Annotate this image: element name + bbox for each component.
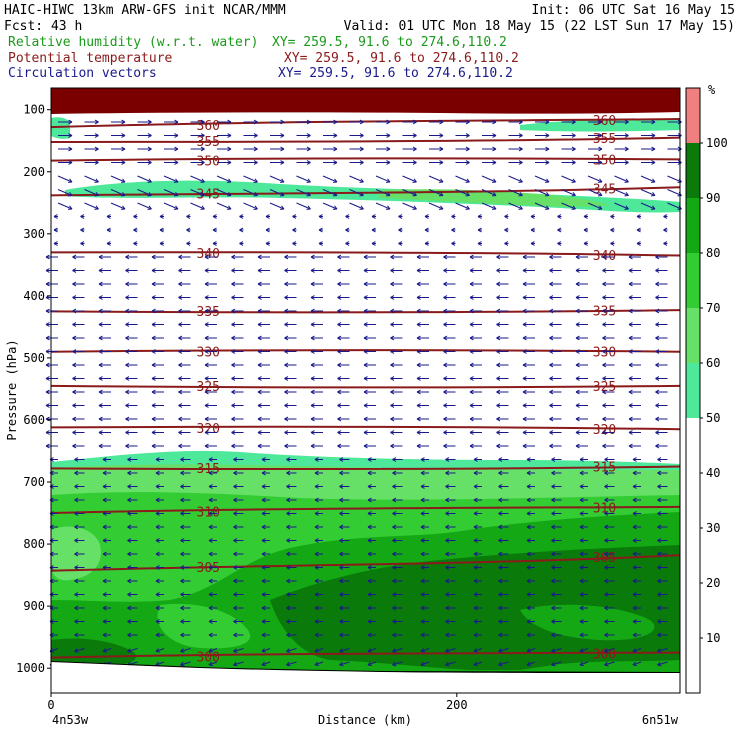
colorbar-tick-label: 80: [706, 246, 720, 260]
theta-contour-label: 360: [197, 119, 220, 134]
theta-contour-label: 350: [593, 154, 616, 169]
colorbar-tick-label: 100: [706, 136, 728, 150]
top-band: [51, 88, 680, 114]
x-axis: 0 200: [47, 693, 467, 712]
y-tick-label: 1000: [16, 661, 45, 675]
y-axis-title: Pressure (hPa): [5, 339, 19, 440]
colorbar-swatch: [686, 198, 700, 253]
rh-field-label: Relative humidity (w.r.t. water): [8, 35, 258, 50]
theta-contour-label: 345: [593, 182, 616, 197]
rh-xy-label: XY= 259.5, 91.6 to 274.6,110.2: [272, 35, 507, 50]
forecast-hour: Fcst: 43 h: [4, 19, 82, 34]
colorbar-tick-label: 50: [706, 411, 720, 425]
vector-field-label: Circulation vectors: [8, 66, 157, 81]
theta-contour-label: 325: [197, 380, 220, 395]
theta-contour-label: 320: [593, 423, 616, 438]
colorbar-swatch: [686, 308, 700, 363]
y-tick-label: 500: [23, 351, 45, 365]
theta-contour-label: 355: [593, 132, 616, 147]
theta-contour-label: 330: [593, 346, 616, 361]
left-endpoint-label: 4n53w: [52, 713, 89, 727]
x-tick-label: 200: [446, 698, 468, 712]
x-axis-title: Distance (km): [318, 713, 412, 727]
y-tick-label: 200: [23, 165, 45, 179]
theta-field-label: Potential temperature: [8, 51, 173, 66]
colorbar-tick-label: 60: [706, 356, 720, 370]
theta-contour-label: 305: [593, 551, 616, 566]
colorbar-swatch: [686, 253, 700, 308]
theta-contour-label: 355: [197, 135, 220, 150]
valid-time: Valid: 01 UTC Mon 18 May 15 (22 LST Sun …: [344, 19, 735, 34]
colorbar: % 10 20 30 40 50 60 70 80 90 100: [686, 83, 728, 693]
colorbar-tick-label: 90: [706, 191, 720, 205]
colorbar-unit: %: [708, 83, 716, 97]
x-tick-label: 0: [47, 698, 54, 712]
colorbar-tick-label: 30: [706, 521, 720, 535]
plot-area: 300 300305305310 310315 315320 320325 325330 3…: [46, 88, 682, 693]
theta-xy-label: XY= 259.5, 91.6 to 274.6,110.2: [284, 51, 519, 66]
y-tick-label: 800: [23, 537, 45, 551]
theta-contour-label: 345: [197, 187, 220, 202]
vector-xy-label: XY= 259.5, 91.6 to 274.6,110.2: [278, 66, 513, 81]
colorbar-tick-label: 10: [706, 631, 720, 645]
colorbar-swatch: [686, 143, 700, 198]
colorbar-tick-label: 40: [706, 466, 720, 480]
init-time: Init: 06 UTC Sat 16 May 15: [532, 3, 736, 18]
title-line-left: HAIC-HIWC 13km ARW-GFS init NCAR/MMM: [4, 3, 286, 18]
right-endpoint-label: 6n51w: [642, 713, 679, 727]
theta-contour-label: 360: [593, 114, 616, 129]
theta-contour-label: 310: [593, 502, 616, 517]
y-axis: 100 200 300 400 500 600 700 800 900 1000: [16, 103, 51, 675]
theta-contour-label: 305: [197, 561, 220, 576]
colorbar-swatch: [686, 88, 700, 143]
colorbar-tick-label: 20: [706, 576, 720, 590]
theta-contour-label: 315: [197, 462, 220, 477]
y-tick-label: 400: [23, 289, 45, 303]
y-tick-label: 100: [23, 103, 45, 117]
colorbar-swatch: [686, 363, 700, 418]
theta-contour-label: 300: [197, 650, 220, 665]
theta-contour-label: 350: [197, 154, 220, 169]
y-tick-label: 700: [23, 475, 45, 489]
colorbar-tick-label: 70: [706, 301, 720, 315]
y-tick-label: 300: [23, 227, 45, 241]
y-tick-label: 900: [23, 599, 45, 613]
y-tick-label: 600: [23, 413, 45, 427]
